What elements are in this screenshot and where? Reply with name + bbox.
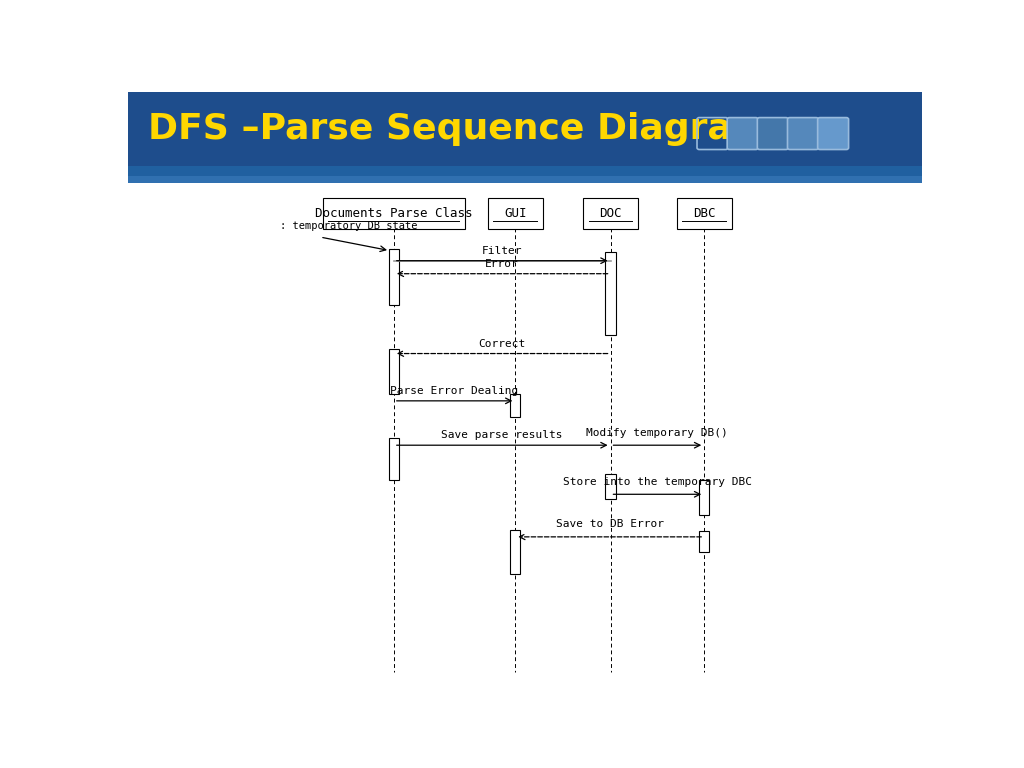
Text: Filter: Filter (482, 246, 522, 256)
Text: Modify temporary DB(): Modify temporary DB() (587, 428, 728, 438)
FancyBboxPatch shape (389, 438, 399, 479)
Text: Store into the temporary DBC: Store into the temporary DBC (563, 477, 752, 487)
FancyBboxPatch shape (699, 479, 710, 515)
FancyBboxPatch shape (389, 349, 399, 394)
Text: GUI: GUI (504, 207, 526, 220)
Bar (128, 92, 922, 166)
FancyBboxPatch shape (389, 249, 399, 305)
FancyBboxPatch shape (677, 198, 731, 229)
FancyBboxPatch shape (487, 198, 543, 229)
FancyBboxPatch shape (605, 474, 615, 499)
FancyBboxPatch shape (510, 394, 520, 418)
Text: Error: Error (485, 259, 519, 269)
Text: : temporatory DB state: : temporatory DB state (281, 221, 418, 231)
FancyBboxPatch shape (817, 118, 849, 150)
Text: Parse Error Dealing: Parse Error Dealing (390, 386, 519, 396)
FancyBboxPatch shape (758, 118, 788, 150)
Text: Save parse results: Save parse results (441, 431, 563, 441)
Text: Save to DB Error: Save to DB Error (556, 519, 664, 529)
FancyBboxPatch shape (699, 531, 710, 552)
Text: DOC: DOC (599, 207, 622, 220)
FancyBboxPatch shape (727, 118, 758, 150)
FancyBboxPatch shape (510, 530, 520, 574)
Bar (128, 166, 922, 176)
Text: Correct: Correct (478, 339, 525, 349)
Text: DBC: DBC (693, 207, 716, 220)
FancyBboxPatch shape (323, 198, 465, 229)
FancyBboxPatch shape (605, 252, 615, 335)
Bar (128, 176, 922, 184)
Text: Documents Parse Class: Documents Parse Class (315, 207, 473, 220)
FancyBboxPatch shape (787, 118, 818, 150)
Text: DFS –Parse Sequence Diagram: DFS –Parse Sequence Diagram (147, 112, 769, 146)
FancyBboxPatch shape (583, 198, 638, 229)
Bar (128, 184, 922, 684)
